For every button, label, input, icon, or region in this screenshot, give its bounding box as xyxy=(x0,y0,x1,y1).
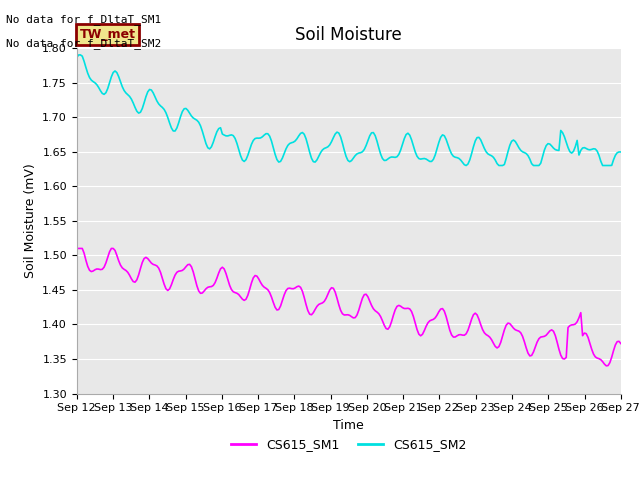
Title: Soil Moisture: Soil Moisture xyxy=(296,25,402,44)
Y-axis label: Soil Moisture (mV): Soil Moisture (mV) xyxy=(24,163,36,278)
CS615_SM2 xyxy=(535,163,543,168)
CS615_SM1 xyxy=(531,344,539,350)
CS615_SM1 xyxy=(617,341,625,347)
CS615_SM2 xyxy=(408,137,415,143)
Legend: CS615_SM1, CS615_SM2: CS615_SM1, CS615_SM2 xyxy=(226,433,472,456)
CS615_SM2 xyxy=(75,52,83,58)
CS615_SM2 xyxy=(570,148,577,154)
CS615_SM2 xyxy=(397,147,404,153)
Line: CS615_SM2: CS615_SM2 xyxy=(77,55,621,166)
Text: No data for f_DltaT_SM1: No data for f_DltaT_SM1 xyxy=(6,14,162,25)
CS615_SM2 xyxy=(73,55,81,60)
CS615_SM1 xyxy=(397,303,404,309)
Line: CS615_SM1: CS615_SM1 xyxy=(77,249,621,366)
CS615_SM1 xyxy=(602,363,610,369)
CS615_SM2 xyxy=(462,163,470,168)
X-axis label: Time: Time xyxy=(333,419,364,432)
Text: No data for f_DltaT_SM2: No data for f_DltaT_SM2 xyxy=(6,38,162,49)
CS615_SM1 xyxy=(75,246,83,252)
CS615_SM2 xyxy=(399,142,406,147)
CS615_SM2 xyxy=(617,149,625,155)
Text: TW_met: TW_met xyxy=(79,28,136,41)
CS615_SM1 xyxy=(395,302,403,308)
CS615_SM1 xyxy=(73,246,81,252)
CS615_SM2 xyxy=(77,52,84,58)
CS615_SM1 xyxy=(406,306,413,312)
CS615_SM1 xyxy=(566,323,573,329)
